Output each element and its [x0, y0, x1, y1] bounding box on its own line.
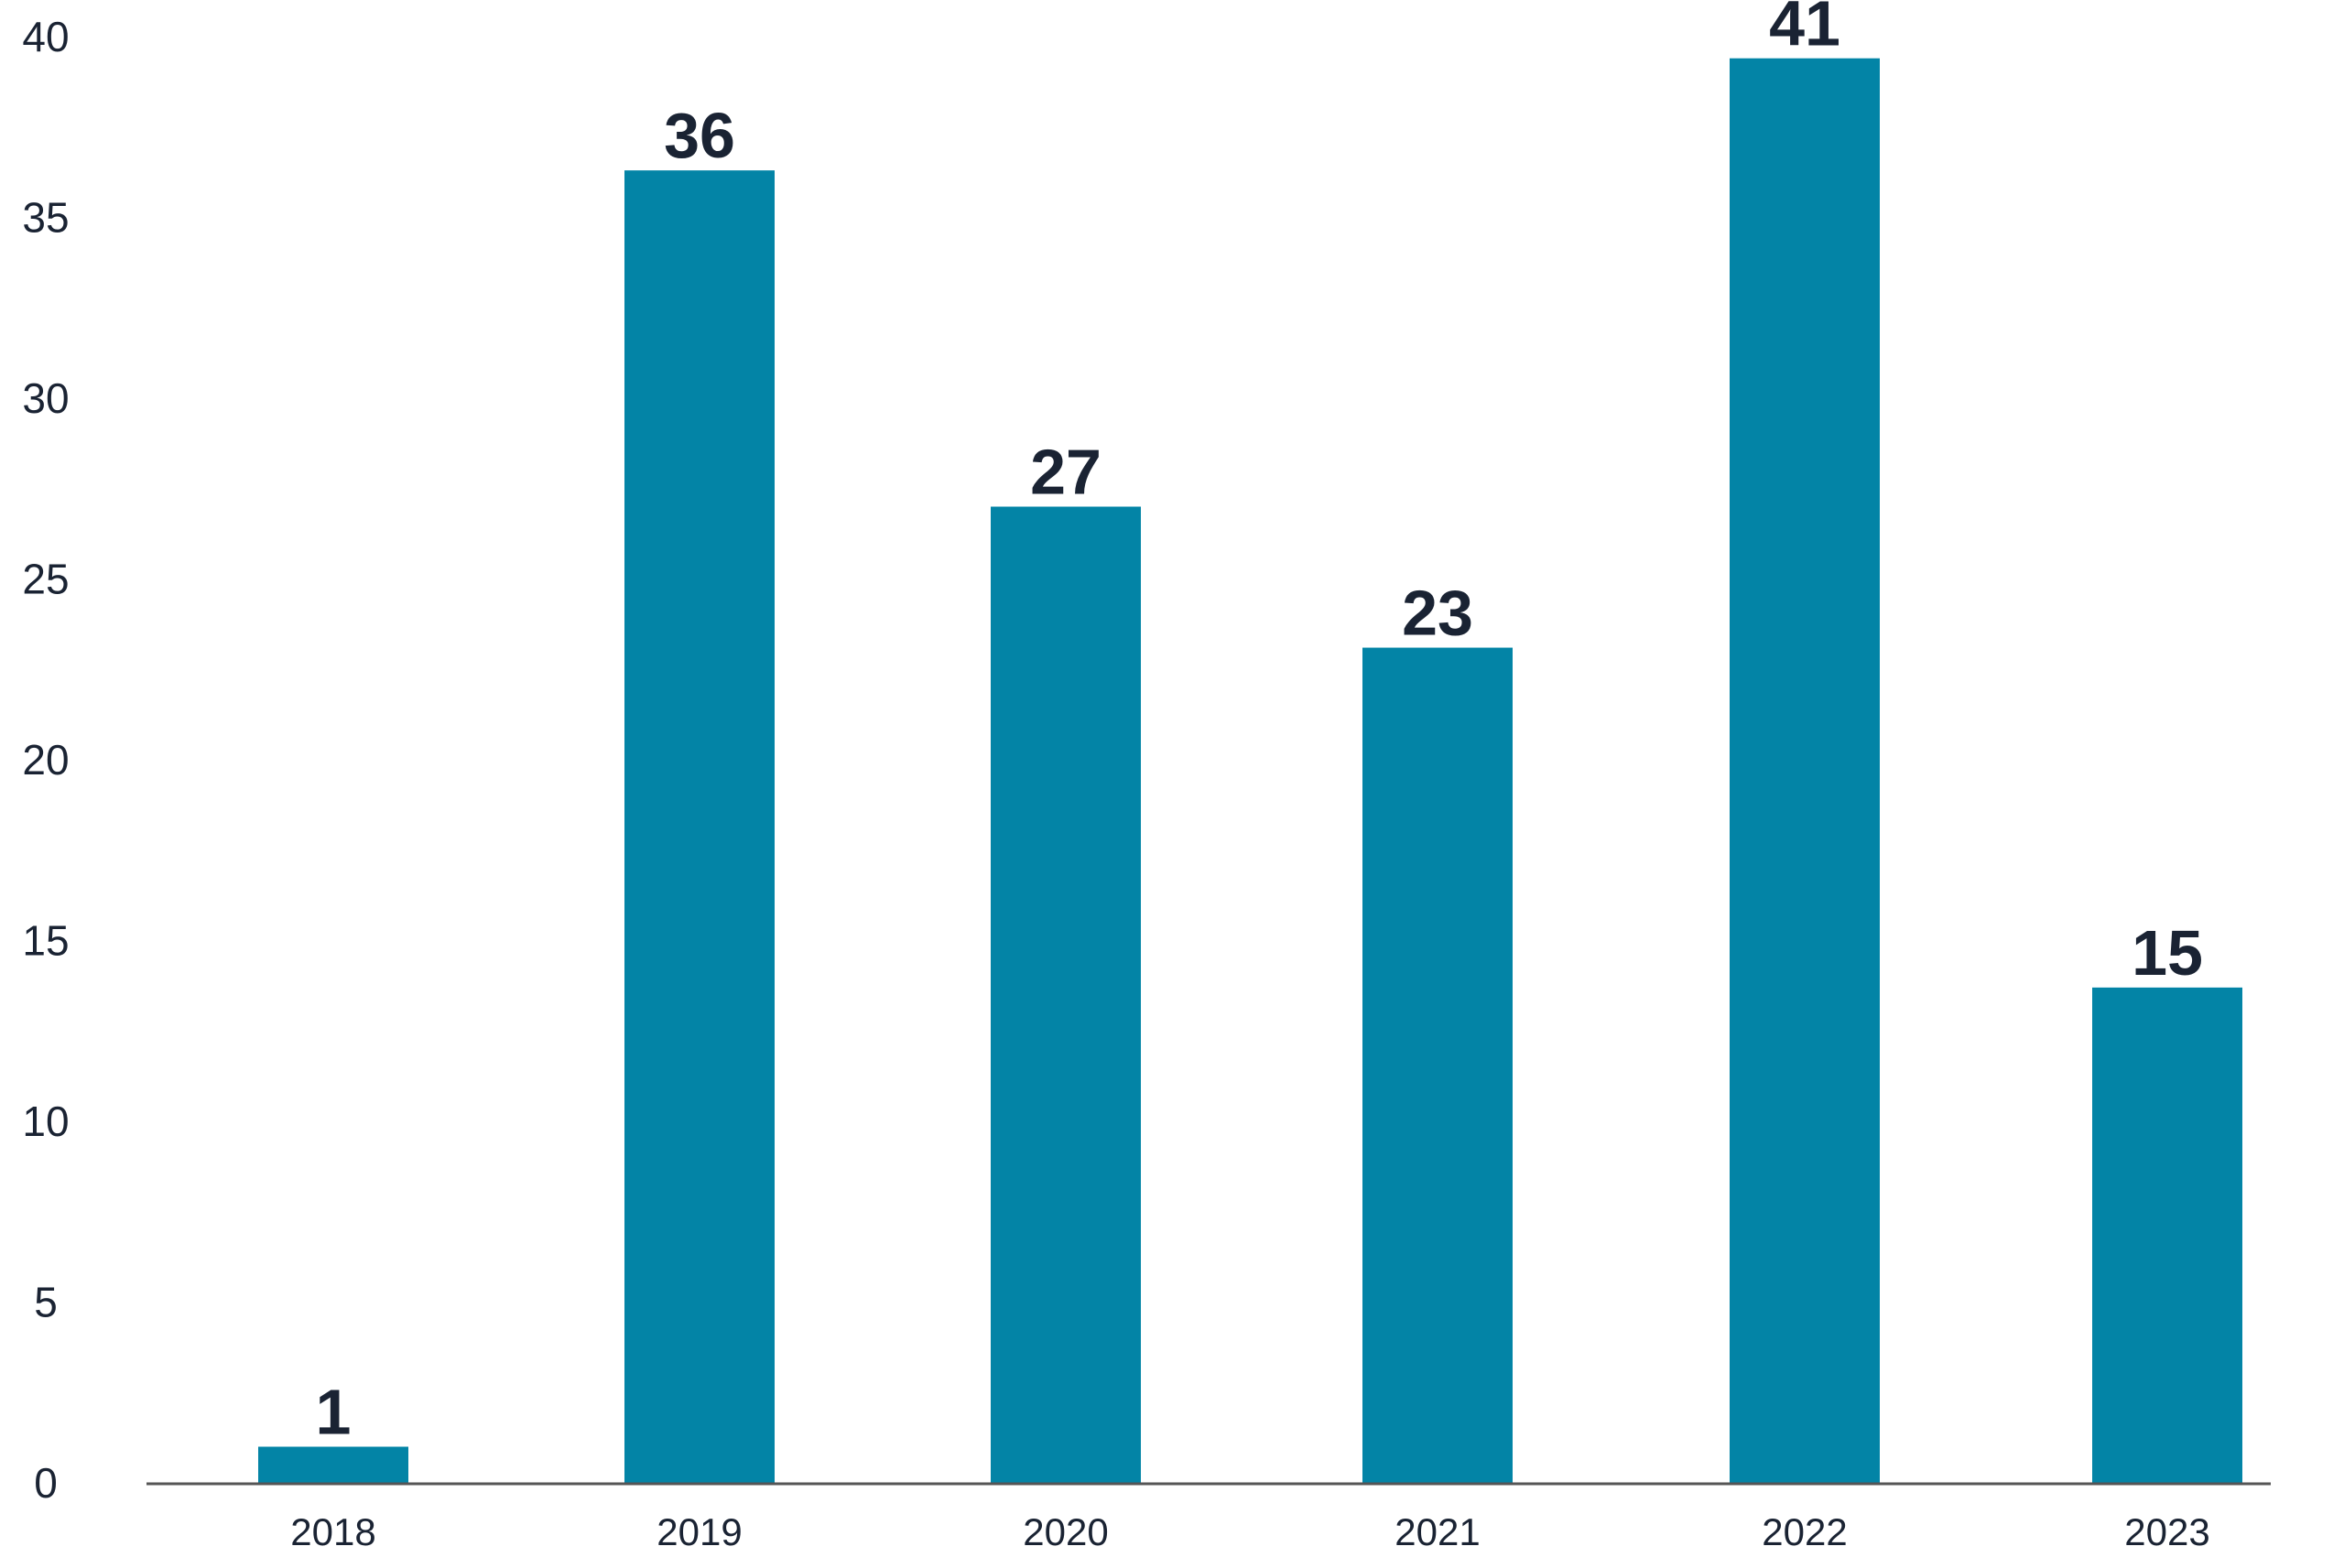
bar-2019 — [624, 170, 775, 1483]
y-tick-label: 35 — [22, 194, 69, 242]
bar-2018 — [258, 1446, 408, 1483]
value-label-2022: 41 — [1769, 0, 1840, 59]
value-label-2020: 27 — [1030, 437, 1101, 508]
x-tick-label-2018: 2018 — [290, 1510, 375, 1553]
value-label-2023: 15 — [2132, 917, 2203, 989]
bar-2020 — [991, 506, 1141, 1483]
value-label-2019: 36 — [664, 100, 735, 171]
x-axis-ticks: 2018 2019 2020 2021 2022 2023 — [290, 1510, 2209, 1553]
bar-2023 — [2092, 987, 2242, 1483]
bar-2022 — [1730, 58, 1880, 1484]
y-tick-label: 0 — [34, 1459, 58, 1507]
y-tick-label: 40 — [22, 13, 69, 60]
value-labels-group: 1 36 27 23 41 15 — [316, 0, 2203, 1448]
x-tick-label-2022: 2022 — [1762, 1510, 1847, 1553]
bars-group — [258, 58, 2242, 1484]
value-label-2018: 1 — [316, 1377, 352, 1448]
x-tick-label-2021: 2021 — [1394, 1510, 1480, 1553]
x-tick-label-2023: 2023 — [2124, 1510, 2209, 1553]
y-tick-label: 5 — [34, 1279, 58, 1326]
y-tick-label: 20 — [22, 736, 69, 784]
bar-2021 — [1362, 647, 1513, 1483]
x-tick-label-2020: 2020 — [1023, 1510, 1108, 1553]
y-tick-label: 15 — [22, 917, 69, 965]
y-axis-ticks: 0 5 10 15 20 25 30 35 40 — [22, 13, 69, 1507]
value-label-2021: 23 — [1402, 578, 1473, 649]
y-tick-label: 25 — [22, 556, 69, 603]
y-tick-label: 10 — [22, 1098, 69, 1145]
x-tick-label-2019: 2019 — [657, 1510, 742, 1553]
y-tick-label: 30 — [22, 374, 69, 422]
